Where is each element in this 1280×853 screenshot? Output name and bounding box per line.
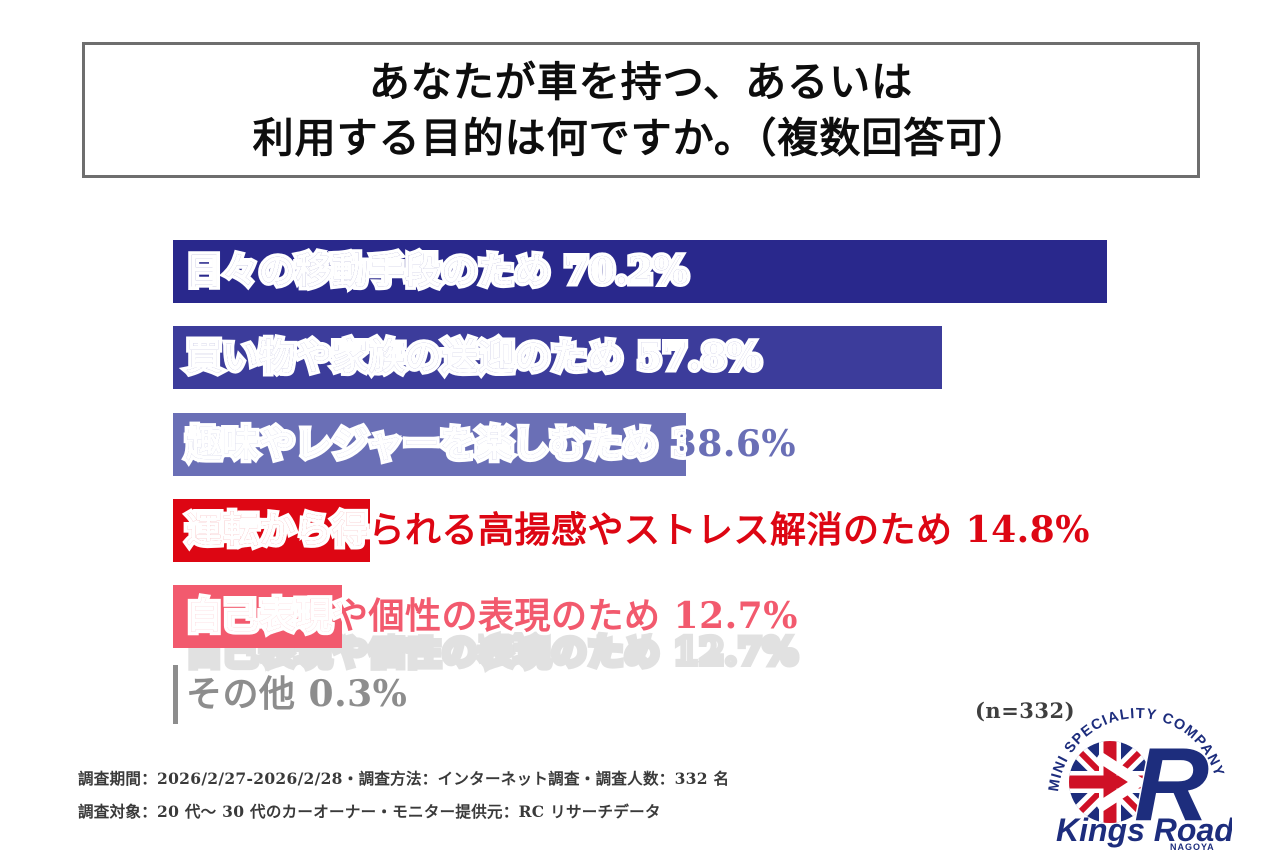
bar	[173, 413, 687, 476]
title-line-1: あなたが車を持つ、あるいは	[368, 58, 914, 106]
bar-label-clip: 自己表現や個性の表現のため 12.7%	[173, 585, 342, 648]
bar-label-clip: その他 0.3%	[173, 665, 178, 724]
bar-label-colored: 買い物や家族の送迎のため 57.8%	[186, 336, 762, 378]
bar-label-outline: 自己表現や個性の表現のため 12.7%	[183, 592, 801, 641]
bar-chart: 日々の移動手段のため 70.2% 日々の移動手段のため 70.2% 日々の移動手…	[173, 0, 1173, 853]
survey-footnote-line-1: 調査期間：2026/2/27-2026/2/28・調査方法：インターネット調査・…	[78, 769, 730, 788]
bar-label-colored: その他 0.3%	[186, 673, 408, 715]
bar-label: 買い物や家族の送迎のため 57.8%	[186, 336, 762, 378]
bar-label: 運転から得られる高揚感やストレス解消のため 14.8%	[186, 509, 370, 551]
survey-footnote: 調査期間：2026/2/27-2026/2/28・調査方法：インターネット調査・…	[78, 762, 729, 828]
bar-label-clip: 買い物や家族の送迎のため 57.8%	[173, 326, 942, 389]
bar-label-clip: 日々の移動手段のため 70.2%	[173, 240, 1107, 303]
bar-label-colored: 運転から得られる高揚感やストレス解消のため 14.8%	[186, 509, 1090, 551]
logo-city: NAGOYA	[1170, 842, 1215, 852]
bar	[173, 326, 942, 389]
bar-label-outline: 趣味やレジャーを楽しむため 38.6%	[183, 420, 800, 469]
bar-row-shopping-family: 買い物や家族の送迎のため 57.8% 買い物や家族の送迎のため 57.8% 買い…	[173, 326, 1173, 389]
bar-label-outline: 買い物や家族の送迎のため 57.8%	[183, 333, 765, 382]
bar-row-driving-excitement: 運転から得られる高揚感やストレス解消のため 14.8% 運転から得られる高揚感や…	[173, 499, 1173, 562]
bar-row-hobby-leisure: 趣味やレジャーを楽しむため 38.6% 趣味やレジャーを楽しむため 38.6% …	[173, 413, 1173, 476]
bar-label: 日々の移動手段のため 70.2%	[186, 250, 689, 292]
bar-row-other: その他 0.3% その他 0.3% その他 0.3%	[173, 665, 1173, 724]
bar	[173, 665, 178, 724]
title-line-2: 利用する目的は何ですか。（複数回答可）	[252, 114, 1030, 162]
bar-label-colored: 自己表現や個性の表現のため 12.7%	[186, 595, 798, 637]
bar-label: 自己表現や個性の表現のため 12.7%	[186, 595, 342, 637]
bar	[173, 240, 1107, 303]
bar-label-clip: 運転から得られる高揚感やストレス解消のため 14.8%	[173, 499, 370, 562]
kings-road-logo-graphic: MINI SPECIALITY COMPANY R Kings Road N	[1046, 706, 1235, 852]
sample-size-note: (n=332)	[975, 698, 1076, 723]
bar-label-clip: 趣味やレジャーを楽しむため 38.6%	[173, 413, 686, 476]
bar	[173, 585, 342, 648]
logo-monogram: R	[1134, 727, 1209, 843]
union-jack-roundel-icon	[1069, 741, 1151, 823]
bar-row-daily-transport: 日々の移動手段のため 70.2% 日々の移動手段のため 70.2% 日々の移動手…	[173, 240, 1173, 303]
bar-label-outline: その他 0.3%	[183, 670, 411, 719]
bar-label-outline: 運転から得られる高揚感やストレス解消のため 14.8%	[183, 506, 1093, 555]
logo-wordmark: Kings Road	[1056, 812, 1232, 848]
bar-label-colored: 趣味やレジャーを楽しむため 38.6%	[186, 423, 797, 465]
bar-label: その他 0.3%	[173, 665, 178, 724]
kings-road-logo: MINI SPECIALITY COMPANY R Kings Road N	[1046, 660, 1235, 852]
title-box: あなたが車を持つ、あるいは 利用する目的は何ですか。（複数回答可）	[82, 42, 1200, 178]
bar-label: 趣味やレジャーを楽しむため 38.6%	[186, 423, 687, 465]
bar-label-colored: 日々の移動手段のため 70.2%	[186, 250, 689, 292]
bar	[173, 499, 370, 562]
bar-row-self-expression: 自己表現や個性の表現のため 12.7% 自己表現や個性の表現のため 12.7% …	[173, 585, 1173, 676]
bar-label-outline: 日々の移動手段のため 70.2%	[183, 247, 692, 296]
survey-footnote-line-2: 調査対象：20 代～ 30 代のカーオーナー・モニター提供元：RC リサーチデー…	[78, 802, 661, 821]
